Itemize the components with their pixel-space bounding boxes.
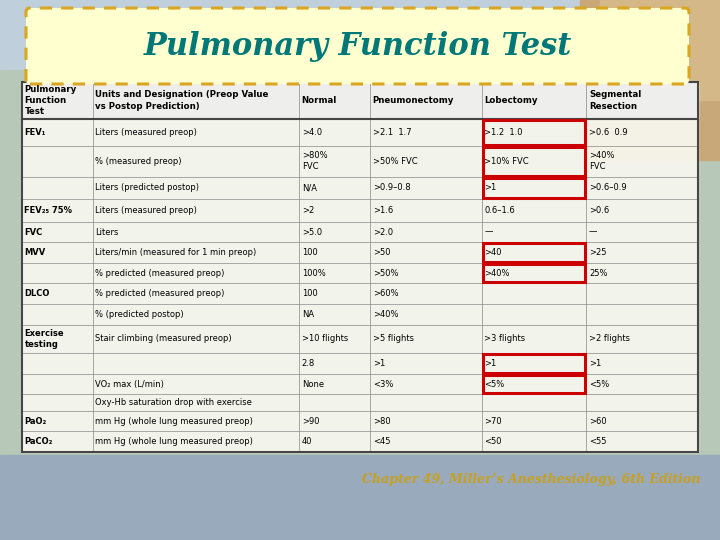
Text: >1.6: >1.6 — [373, 206, 393, 215]
Text: >40%
FVC: >40% FVC — [589, 151, 614, 171]
Text: % predicted (measured preop): % predicted (measured preop) — [96, 269, 225, 278]
Bar — [22, 82, 698, 452]
Text: Units and Designation (Preop Value
vs Postop Prediction): Units and Designation (Preop Value vs Po… — [96, 90, 269, 111]
Bar — [482, 120, 585, 145]
Text: >1: >1 — [373, 359, 385, 368]
Text: >0.6: >0.6 — [589, 206, 609, 215]
Bar — [22, 82, 698, 119]
Bar — [600, 0, 720, 100]
Text: N/A: N/A — [302, 184, 317, 192]
Bar — [580, 0, 720, 160]
Bar — [482, 147, 585, 176]
Text: >0.6  0.9: >0.6 0.9 — [589, 128, 628, 137]
Text: <3%: <3% — [373, 380, 393, 389]
Text: <55: <55 — [589, 437, 606, 446]
Bar — [482, 354, 585, 373]
Text: MVV: MVV — [24, 248, 46, 257]
Text: Liters/min (measured for 1 min preop): Liters/min (measured for 1 min preop) — [96, 248, 257, 257]
Text: NA: NA — [302, 310, 314, 319]
Text: 100%: 100% — [302, 269, 325, 278]
Bar — [482, 244, 585, 262]
Text: Liters (measured preop): Liters (measured preop) — [96, 128, 197, 137]
Text: DLCO: DLCO — [24, 289, 50, 298]
Text: >5 flights: >5 flights — [373, 334, 414, 343]
Text: FEV₂₅ 75%: FEV₂₅ 75% — [24, 206, 73, 215]
Bar — [482, 375, 585, 394]
Text: 100: 100 — [302, 248, 318, 257]
Text: —: — — [484, 227, 492, 237]
Text: >90: >90 — [302, 417, 319, 426]
Text: >50% FVC: >50% FVC — [373, 157, 418, 166]
Text: >60%: >60% — [373, 289, 398, 298]
Text: >4.0: >4.0 — [302, 128, 322, 137]
Text: Oxy-Hb saturation drop with exercise: Oxy-Hb saturation drop with exercise — [96, 398, 252, 407]
Text: Pulmonary Function Test: Pulmonary Function Test — [144, 30, 572, 62]
Text: —: — — [589, 227, 598, 237]
Text: Lobectomy: Lobectomy — [484, 96, 538, 105]
Text: >70: >70 — [484, 417, 502, 426]
Text: Liters (predicted postop): Liters (predicted postop) — [96, 184, 199, 192]
Text: Pneumonectomy: Pneumonectomy — [373, 96, 454, 105]
Text: Pulmonary
Function
Test: Pulmonary Function Test — [24, 85, 77, 116]
Text: >2.0: >2.0 — [373, 227, 393, 237]
Text: PaO₂: PaO₂ — [24, 417, 47, 426]
Text: >80%
FVC: >80% FVC — [302, 151, 328, 171]
Text: mm Hg (whole lung measured preop): mm Hg (whole lung measured preop) — [96, 417, 253, 426]
Text: >25: >25 — [589, 248, 606, 257]
Text: 40: 40 — [302, 437, 312, 446]
Text: >50%: >50% — [373, 269, 398, 278]
Text: Liters (measured preop): Liters (measured preop) — [96, 206, 197, 215]
Text: 0.6–1.6: 0.6–1.6 — [484, 206, 515, 215]
Text: >0.9–0.8: >0.9–0.8 — [373, 184, 410, 192]
Text: 100: 100 — [302, 289, 318, 298]
Text: None: None — [302, 380, 324, 389]
Text: 25%: 25% — [589, 269, 608, 278]
Text: >0.6–0.9: >0.6–0.9 — [589, 184, 626, 192]
Text: PaCO₂: PaCO₂ — [24, 437, 53, 446]
Text: >40%: >40% — [373, 310, 398, 319]
Text: >40: >40 — [484, 248, 502, 257]
Bar — [0, 455, 720, 540]
Text: <5%: <5% — [589, 380, 609, 389]
Text: >2.1  1.7: >2.1 1.7 — [373, 128, 411, 137]
Text: >3 flights: >3 flights — [484, 334, 526, 343]
Bar — [482, 178, 585, 198]
Text: >1.2  1.0: >1.2 1.0 — [484, 128, 523, 137]
Text: mm Hg (whole lung measured preop): mm Hg (whole lung measured preop) — [96, 437, 253, 446]
Text: >10 flights: >10 flights — [302, 334, 348, 343]
FancyBboxPatch shape — [26, 8, 689, 84]
Text: Segmental
Resection: Segmental Resection — [589, 90, 642, 111]
Text: Normal: Normal — [302, 96, 337, 105]
Text: Exercise
testing: Exercise testing — [24, 329, 64, 349]
Text: >1: >1 — [484, 359, 496, 368]
Text: >50: >50 — [373, 248, 390, 257]
Text: >2 flights: >2 flights — [589, 334, 630, 343]
Text: <50: <50 — [484, 437, 502, 446]
Text: FEV₁: FEV₁ — [24, 128, 46, 137]
Bar — [0, 70, 720, 540]
Text: <45: <45 — [373, 437, 390, 446]
Text: % (measured preop): % (measured preop) — [96, 157, 182, 166]
Bar — [0, 0, 720, 70]
Text: FVC: FVC — [24, 227, 42, 237]
Text: >5.0: >5.0 — [302, 227, 322, 237]
Text: >1: >1 — [589, 359, 601, 368]
Text: Stair climbing (measured preop): Stair climbing (measured preop) — [96, 334, 232, 343]
Text: >2: >2 — [302, 206, 314, 215]
Text: <5%: <5% — [484, 380, 505, 389]
Text: 2.8: 2.8 — [302, 359, 315, 368]
Text: >40%: >40% — [484, 269, 510, 278]
Text: % (predicted postop): % (predicted postop) — [96, 310, 184, 319]
Text: Liters: Liters — [96, 227, 119, 237]
Text: >80: >80 — [373, 417, 390, 426]
Text: % predicted (measured preop): % predicted (measured preop) — [96, 289, 225, 298]
Text: VO₂ max (L/min): VO₂ max (L/min) — [96, 380, 164, 389]
Text: >1: >1 — [484, 184, 496, 192]
Text: >10% FVC: >10% FVC — [484, 157, 528, 166]
Text: >60: >60 — [589, 417, 606, 426]
Bar — [482, 264, 585, 282]
Text: Chapter 49, Miller’s Anesthesiology, 6th Edition: Chapter 49, Miller’s Anesthesiology, 6th… — [361, 474, 700, 487]
Bar — [22, 82, 698, 452]
